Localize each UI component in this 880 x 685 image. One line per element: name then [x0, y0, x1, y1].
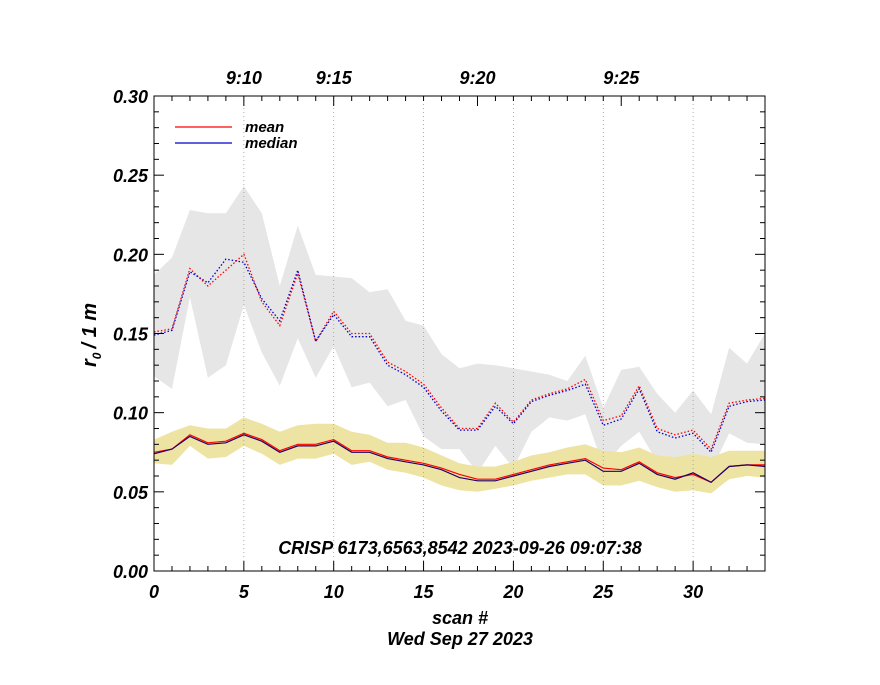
- y-tick-label: 0.30: [113, 87, 148, 107]
- y-tick-label: 0.00: [113, 562, 148, 582]
- x-tick-label: 10: [324, 582, 344, 602]
- chart-title: CRISP 6173,6563,8542 2023-09-26 09:07:38: [278, 538, 642, 558]
- y-axis-label: r0 / 1 m: [79, 303, 104, 367]
- date-label: Wed Sep 27 2023: [387, 629, 533, 649]
- series-line-median-low: [153, 434, 766, 484]
- x-tick-label: 20: [502, 582, 523, 602]
- series-line-mean-high: [153, 253, 766, 451]
- x-tick-label: 25: [592, 582, 614, 602]
- y-tick-label: 0.25: [113, 166, 149, 186]
- y-tick-label: 0.20: [113, 245, 148, 265]
- x-tick-label: 15: [414, 582, 435, 602]
- x-axis-label: scan #: [432, 608, 488, 628]
- svg-text:r0/ 1 m: r0 / 1 m: [79, 303, 104, 367]
- data-lines: [153, 253, 766, 484]
- legend-label-mean: mean: [245, 119, 284, 136]
- high-spread-band: [154, 186, 765, 473]
- top-time-label: 9:20: [459, 68, 495, 88]
- top-time-label: 9:25: [603, 68, 640, 88]
- y-label-unit: / 1 m: [79, 303, 101, 350]
- series-line-mean-low: [153, 432, 765, 484]
- axes: [153, 95, 766, 572]
- y-tick-label: 0.05: [113, 483, 149, 503]
- y-tick-label: 0.15: [113, 325, 149, 345]
- plot-frame: [153, 95, 766, 572]
- x-tick-label: 0: [149, 582, 159, 602]
- y-label-subscript: 0: [90, 352, 104, 359]
- legend-label-median: median: [245, 135, 298, 152]
- y-label-r: r: [79, 358, 101, 367]
- x-tick-label: 5: [239, 582, 250, 602]
- top-time-label: 9:15: [316, 68, 353, 88]
- y-tick-label: 0.10: [113, 404, 148, 424]
- tick-marks: [153, 95, 766, 572]
- spread-bands: [154, 186, 765, 494]
- x-tick-label: 30: [683, 582, 703, 602]
- series-line-median-high: [153, 258, 766, 454]
- tick-labels: 0 5 10 15 20 25 30 0.00 0.05 0.10 0.15 0.20 0.25 0.30…: [113, 68, 703, 602]
- low-spread-band: [154, 417, 765, 494]
- top-time-label: 9:10: [226, 68, 262, 88]
